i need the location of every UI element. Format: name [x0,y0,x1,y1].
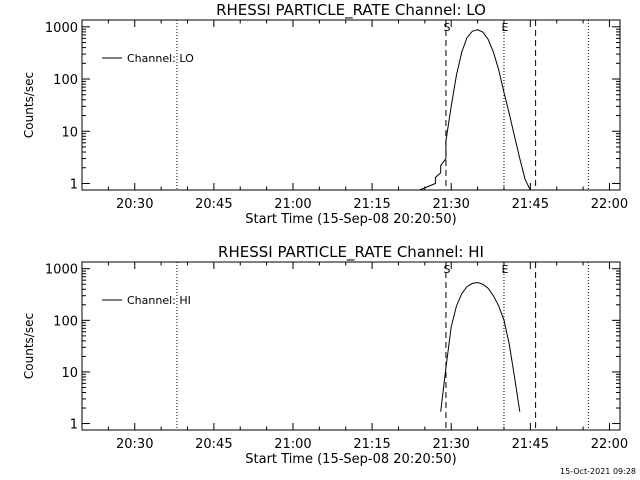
plot-frame [81,19,621,191]
chart-title: RHESSI PARTICLE_RATE Channel: LO [216,1,486,20]
x-tick-label: 21:30 [432,197,469,212]
x-tick-label: 22:00 [591,197,628,212]
date-stamp: 15-Oct-2021 09:28 [560,467,636,476]
series-line [419,29,531,191]
plot-frame [81,261,621,431]
x-tick-label: 21:00 [274,197,311,212]
x-tick-label: 20:45 [195,437,232,452]
y-tick-label: 1 [70,177,78,192]
x-tick-label: 22:00 [591,437,628,452]
marker-label: S [443,263,450,276]
y-tick-label: 100 [53,314,78,329]
chart-panel-hi: RHESSI PARTICLE_RATE Channel: HI 20:30 20:… [22,243,628,467]
y-axis-label: Counts/sec [22,72,36,138]
x-axis-label: Start Time (15-Sep-08 20:20:50) [245,212,456,227]
y-axis-label: Counts/sec [22,313,36,379]
y-tick-label: 1 [70,418,78,433]
x-tick-label: 21:00 [274,437,311,452]
legend-label: Channel: LO [127,52,194,65]
x-tick-label: 20:30 [116,197,153,212]
x-tick-label: 21:45 [512,437,549,452]
marker-label: S [443,21,450,34]
y-tick-label: 1000 [45,21,78,36]
y-tick-label: 10 [61,366,78,381]
y-tick-label: 100 [53,73,78,88]
marker-label: E [501,263,508,276]
x-tick-label: 21:30 [432,437,469,452]
x-tick-label: 20:30 [116,437,153,452]
x-axis-label: Start Time (15-Sep-08 20:20:50) [245,452,456,467]
marker-label: E [501,21,508,34]
legend-label: Channel: HI [127,294,191,307]
y-tick-label: 1000 [45,263,78,278]
chart-panel-lo: RHESSI PARTICLE_RATE Channel: LO 20:30 20:… [22,1,628,227]
x-tick-label: 20:45 [195,197,232,212]
x-tick-label: 21:45 [512,197,549,212]
x-tick-label: 21:15 [353,197,390,212]
series-line [440,281,521,412]
x-tick-label: 21:15 [353,437,390,452]
chart-title: RHESSI PARTICLE_RATE Channel: HI [218,243,484,262]
y-tick-label: 10 [61,125,78,140]
